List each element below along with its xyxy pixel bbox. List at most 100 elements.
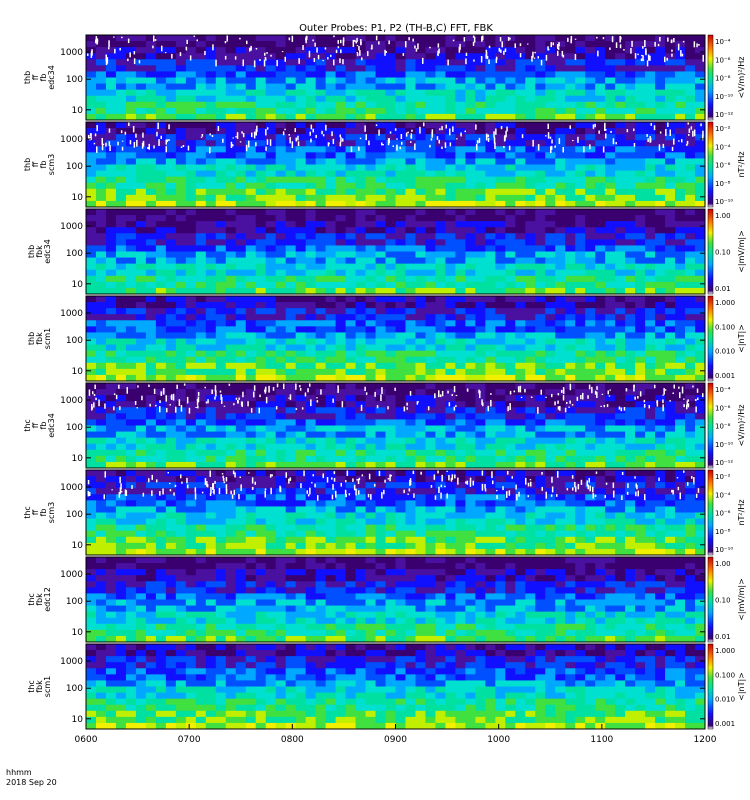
colorbar-tick-label: 10⁻¹² [715, 459, 733, 467]
ylabel-line: scm1 [43, 328, 52, 349]
ylabel-line: fb [39, 509, 48, 517]
colorbar-tick-label: 10⁻⁸ [715, 423, 731, 431]
y-tick-label: 1000 [60, 570, 83, 580]
panel-1: 1000 100 10 thb ff fb edc34 10⁻⁴ 10⁻⁶ 10⁻⁸ 10⁻¹⁰ 10… [23, 34, 746, 121]
y-tick-label: 100 [66, 684, 83, 694]
panel-ylabel: thb fbk edc34 [27, 239, 52, 264]
colorbar [707, 295, 714, 382]
colorbar-tick-label: 1.000 [715, 299, 735, 307]
ylabel-line: edc34 [47, 65, 56, 90]
spectrogram-field [86, 122, 707, 208]
panel-ylabel: thc fbk scm1 [27, 676, 52, 697]
y-tick-label: 1000 [60, 222, 83, 232]
colorbar [707, 643, 714, 730]
colorbar-tick-label: 10⁻⁸ [715, 180, 731, 188]
panel-frame [85, 295, 706, 382]
ylabel-line: edc34 [47, 413, 56, 438]
colorbar-tick-label: 10⁻⁶ [715, 162, 731, 170]
y-tick-label: 10 [72, 193, 84, 203]
colorbar-tick-label: 10⁻¹⁰ [715, 198, 733, 206]
y-tick-label: 10 [72, 106, 84, 116]
colorbar-label: <|mV/m|> [737, 578, 746, 621]
y-tick-label: 10 [72, 541, 84, 551]
colorbar-tick-label: 0.001 [715, 720, 735, 728]
ylabel-line: ff [31, 161, 40, 167]
colorbar [707, 556, 714, 643]
colorbar-tick-label: 10⁻⁴ [715, 386, 731, 394]
colorbar [707, 121, 714, 208]
spectrogram-field [86, 35, 706, 121]
colorbar-label: <|nT|> [737, 672, 746, 701]
ylabel-line: ff [31, 74, 40, 80]
colorbar-tick-label: 0.01 [715, 285, 731, 293]
spectrogram-field [86, 644, 706, 730]
panel-2: 1000 100 10 thb ff fb scm3 10⁻² 10⁻⁴ 10⁻⁶ 10⁻⁸ 10⁻¹… [23, 121, 746, 208]
spectrogram-field [86, 209, 706, 295]
x-tick-label: 1000 [487, 735, 510, 745]
ylabel-line: ff [31, 509, 40, 515]
ylabel-line: thc [23, 419, 32, 432]
ylabel-line: fb [39, 422, 48, 430]
panel-frame [85, 556, 706, 643]
y-tick-label: 100 [66, 510, 83, 520]
panel-ylabel: thc ff fb edc34 [23, 413, 56, 438]
colorbar-tick-label: 10⁻¹⁰ [715, 546, 733, 554]
y-tick-label: 100 [66, 162, 83, 172]
ylabel-line: fbk [35, 593, 44, 606]
colorbar-label: <|nT|> [737, 324, 746, 353]
ylabel-line: edc12 [43, 587, 52, 612]
colorbar-tick-label: 10⁻² [715, 473, 731, 481]
y-tick-label: 1000 [60, 657, 83, 667]
ylabel-line: edc34 [43, 239, 52, 264]
panel-frame [85, 34, 706, 121]
colorbar-label: nT²/Hz [737, 499, 746, 525]
colorbar-tick-label: 0.10 [715, 249, 731, 257]
panel-ylabel: thb ff fb edc34 [23, 65, 56, 90]
colorbar [707, 208, 714, 295]
spectrogram-field [86, 557, 706, 643]
colorbar-tick-label: 1.00 [715, 212, 731, 220]
ylabel-line: scm1 [43, 676, 52, 697]
colorbar-tick-label: 10⁻⁶ [715, 404, 731, 412]
ylabel-line: fbk [35, 332, 44, 345]
time-axis: 0600 0700 0800 0900 1000 1100 1200 [75, 724, 717, 745]
colorbar-tick-label: 0.01 [715, 633, 731, 641]
ylabel-line: fbk [35, 245, 44, 258]
panel-6: 1000 100 10 thc ff fb scm3 10⁻² 10⁻⁴ 10⁻⁶ 10⁻⁸ 10⁻¹… [23, 469, 746, 556]
time-axis-unit-label: hhmm [6, 768, 32, 777]
colorbar-tick-label: 1.000 [715, 647, 735, 655]
figure-title: Outer Probes: P1, P2 (TH-B,C) FFT, FBK [299, 23, 493, 34]
panel-4: 1000 100 10 thb fbk scm1 1.000 0.100 0.010 0.001 <… [27, 295, 746, 382]
ylabel-line: thb [27, 332, 36, 345]
ylabel-line: ff [31, 422, 40, 428]
y-tick-label: 1000 [60, 48, 83, 58]
x-tick-label: 0600 [75, 735, 98, 745]
colorbar [707, 469, 714, 556]
ylabel-line: thc [27, 680, 36, 693]
colorbar-tick-label: 10⁻⁶ [715, 56, 731, 64]
colorbar-tick-label: 10⁻¹² [715, 111, 733, 119]
panel-5: 1000 100 10 thc ff fb edc34 10⁻⁴ 10⁻⁶ 10⁻⁸ 10⁻¹⁰ 10… [23, 382, 746, 469]
colorbar-tick-label: 0.100 [715, 323, 735, 331]
colorbar-label: nT²/Hz [737, 151, 746, 177]
y-tick-label: 100 [66, 597, 83, 607]
colorbar-tick-label: 10⁻⁸ [715, 528, 731, 536]
y-tick-label: 10 [72, 280, 84, 290]
y-tick-label: 1000 [60, 309, 83, 319]
y-tick-label: 100 [66, 249, 83, 259]
colorbar-tick-label: 10⁻⁶ [715, 510, 731, 518]
y-tick-label: 10 [72, 454, 84, 464]
ylabel-line: thc [27, 593, 36, 606]
spectrogram-field [86, 470, 707, 556]
colorbar-tick-label: 10⁻² [715, 125, 731, 133]
panel-frame [85, 208, 706, 295]
colorbar [707, 34, 714, 121]
panel-frame [85, 382, 706, 469]
x-tick-label: 0800 [281, 735, 304, 745]
ylabel-line: thb [23, 71, 32, 84]
colorbar-tick-label: 0.10 [715, 597, 731, 605]
y-tick-label: 100 [66, 336, 83, 346]
colorbar-tick-label: 10⁻¹⁰ [715, 441, 733, 449]
